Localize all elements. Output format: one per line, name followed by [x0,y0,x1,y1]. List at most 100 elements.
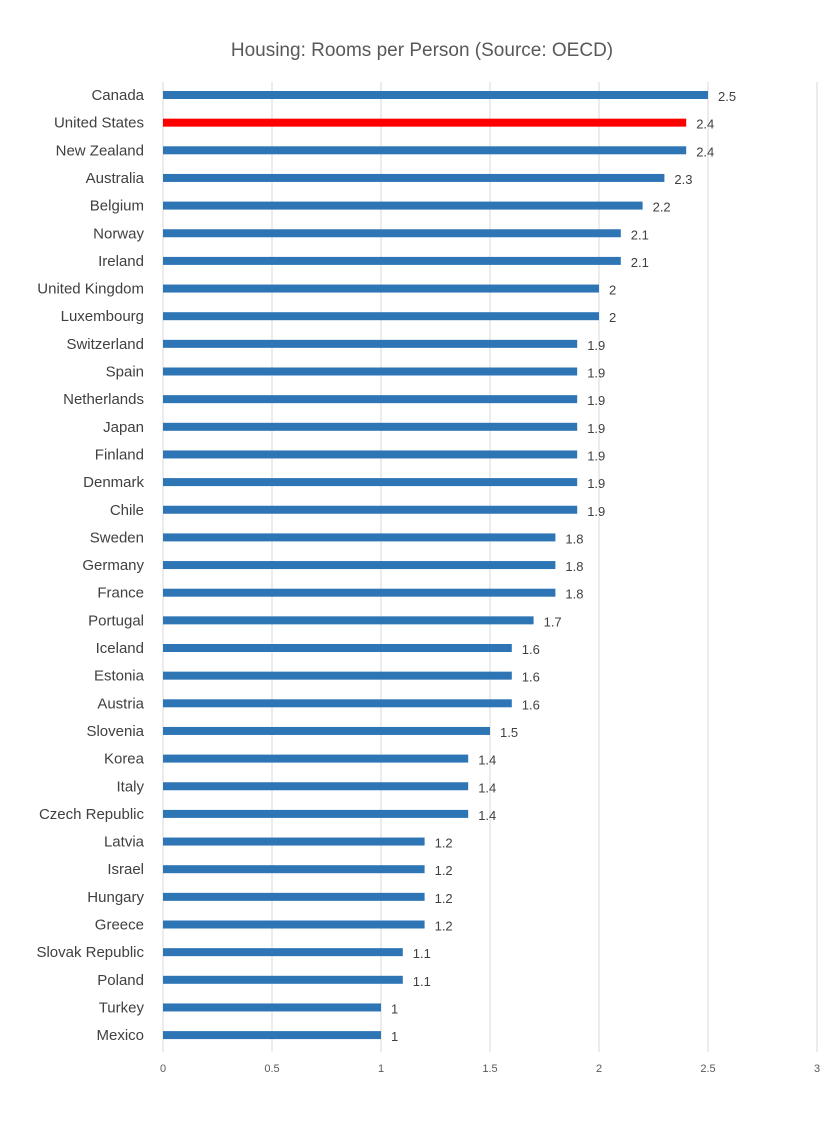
category-label: Slovenia [86,723,144,740]
category-label: Japan [103,419,144,436]
value-label: 1 [391,1001,398,1016]
value-label: 1.7 [544,614,562,629]
value-label: 1.9 [587,504,605,519]
x-tick-label: 3 [814,1063,820,1075]
value-label: 1.2 [435,919,453,934]
bar [163,395,578,404]
x-tick-label: 1 [378,1063,384,1075]
bar [163,367,578,376]
category-label: Estonia [94,668,145,685]
category-label: Switzerland [66,336,144,353]
category-label: France [97,585,144,602]
category-label: Turkey [99,999,145,1016]
bar [163,118,687,127]
value-label: 1.6 [522,642,540,657]
bar [163,256,621,265]
value-labels: 2.5 2.4 2.4 2.32.2 2.1 2.1 2 2 1.9 1.9 1.9 1.9 1.9 1.… [391,89,736,1044]
value-label: 1 [391,1029,398,1044]
bar [163,91,708,99]
category-label: Iceland [96,640,144,657]
value-label: 2 [609,283,616,298]
x-tick-label: 0.5 [264,1063,279,1075]
value-label: 1.9 [587,448,605,463]
value-label: 1.4 [478,808,496,823]
value-label: 1.9 [587,393,605,408]
value-label: 2.4 [696,117,714,132]
category-label: Hungary [87,889,144,906]
value-label: 2.1 [631,255,649,270]
category-label: Sweden [90,529,144,546]
category-label: Czech Republic [39,806,145,823]
value-label: 1.5 [500,725,518,740]
value-label: 1.8 [565,587,583,602]
bar [163,284,599,293]
value-label: 2.3 [674,172,692,187]
value-label: 1.8 [565,531,583,546]
value-label: 2.2 [653,200,671,215]
x-tick-label: 0 [160,1063,166,1075]
value-label: 2.1 [631,227,649,242]
category-label: Austria [97,695,144,712]
category-label: Norway [93,225,144,242]
bar [163,920,425,929]
bar [163,754,469,763]
chart-title: Housing: Rooms per Person (Source: OECD) [231,40,613,61]
x-tick-label: 1.5 [482,1063,497,1075]
bar [163,146,687,155]
bar [163,782,469,791]
bar [163,1003,381,1012]
value-label: 1.9 [587,421,605,436]
bar [163,201,643,210]
bar [163,312,599,321]
value-label: 2.5 [718,89,736,104]
category-label: Netherlands [63,391,144,408]
bar [163,671,512,680]
bar [163,505,578,514]
x-tick-label: 2 [596,1063,602,1075]
x-axis-ticks: 0 0.5 1 1.5 2 2.5 3 [160,1063,820,1075]
category-label: Mexico [96,1027,144,1044]
bar [163,699,512,708]
value-label: 2 [609,310,616,325]
category-label: Ireland [98,253,144,270]
bar [163,229,621,238]
bar [163,533,556,542]
category-label: United Kingdom [37,281,144,298]
bar [163,478,578,487]
bar [163,450,578,459]
bar [163,173,665,182]
category-label: Greece [95,917,144,934]
category-label: Latvia [104,834,145,851]
category-label: Poland [97,972,144,989]
category-label: Australia [86,170,145,187]
bar [163,726,490,735]
bars [163,91,708,1040]
category-label: Italy [116,778,144,795]
bar [163,892,425,901]
bar [163,1031,381,1040]
category-label: Canada [91,87,144,104]
bar [163,616,534,625]
bar [163,948,403,957]
bar [163,975,403,984]
bar [163,339,578,348]
value-label: 1.9 [587,366,605,381]
bar [163,837,425,846]
bar [163,588,556,597]
value-label: 1.1 [413,974,431,989]
value-label: 1.2 [435,836,453,851]
category-labels: Canada United States New Zealand Australia B… [36,87,144,1044]
value-label: 2.4 [696,144,714,159]
category-label: Korea [104,751,145,768]
category-label: Portugal [88,612,144,629]
category-label: Belgium [90,198,144,215]
value-label: 1.9 [587,338,605,353]
category-label: Luxembourg [61,308,144,325]
value-label: 1.6 [522,670,540,685]
value-label: 1.6 [522,697,540,712]
bar [163,644,512,652]
value-label: 1.2 [435,891,453,906]
bar [163,865,425,874]
